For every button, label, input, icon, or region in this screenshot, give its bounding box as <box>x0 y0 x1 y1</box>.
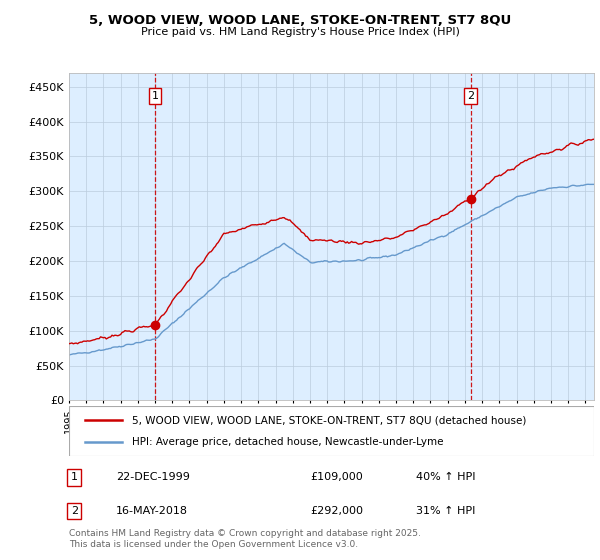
Text: 5, WOOD VIEW, WOOD LANE, STOKE-ON-TRENT, ST7 8QU: 5, WOOD VIEW, WOOD LANE, STOKE-ON-TRENT,… <box>89 14 511 27</box>
Text: 1: 1 <box>71 473 78 482</box>
Text: 22-DEC-1999: 22-DEC-1999 <box>116 473 190 482</box>
Text: 16-MAY-2018: 16-MAY-2018 <box>116 506 188 516</box>
Text: HPI: Average price, detached house, Newcastle-under-Lyme: HPI: Average price, detached house, Newc… <box>132 437 443 447</box>
Text: Contains HM Land Registry data © Crown copyright and database right 2025.
This d: Contains HM Land Registry data © Crown c… <box>69 529 421 549</box>
Text: Price paid vs. HM Land Registry's House Price Index (HPI): Price paid vs. HM Land Registry's House … <box>140 27 460 37</box>
Text: 2: 2 <box>71 506 78 516</box>
Text: 5, WOOD VIEW, WOOD LANE, STOKE-ON-TRENT, ST7 8QU (detached house): 5, WOOD VIEW, WOOD LANE, STOKE-ON-TRENT,… <box>132 415 526 425</box>
Text: 31% ↑ HPI: 31% ↑ HPI <box>415 506 475 516</box>
Text: 40% ↑ HPI: 40% ↑ HPI <box>415 473 475 482</box>
Text: £109,000: £109,000 <box>311 473 363 482</box>
Text: 1: 1 <box>152 91 158 101</box>
Text: 2: 2 <box>467 91 474 101</box>
Text: £292,000: £292,000 <box>311 506 364 516</box>
